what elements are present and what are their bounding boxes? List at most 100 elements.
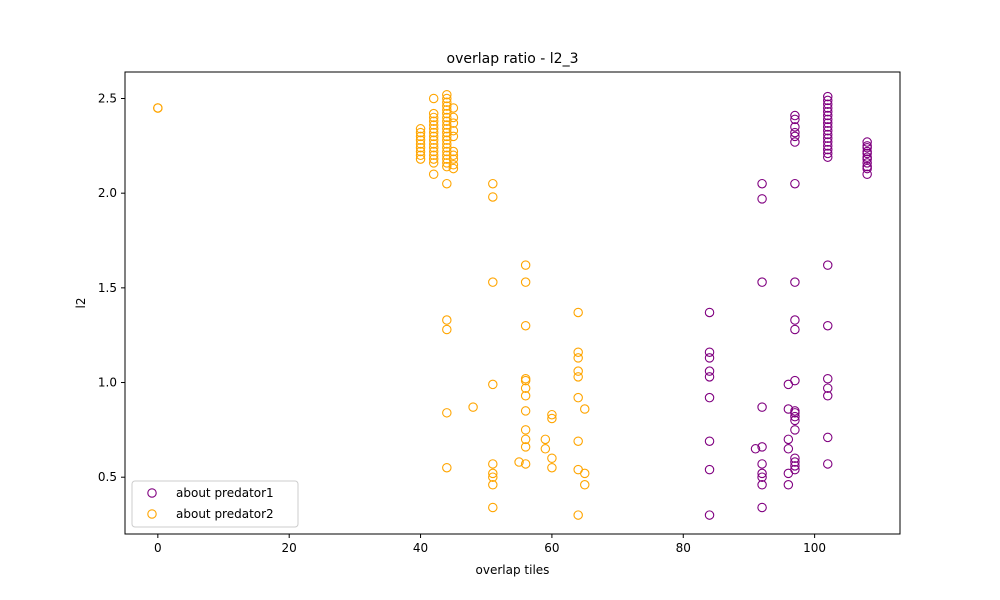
data-point: [790, 425, 800, 435]
data-point: [790, 315, 800, 325]
data-point: [442, 105, 452, 115]
data-point: [428, 93, 439, 104]
x-tick-label: 40: [413, 541, 428, 555]
data-point: [822, 152, 833, 162]
data-point: [822, 148, 833, 159]
x-axis-ticks: 0 20 40 60 80 100: [154, 534, 826, 555]
data-point: [757, 480, 767, 490]
data-point: [790, 122, 800, 132]
data-point: [442, 120, 452, 130]
data-point: [415, 154, 426, 164]
data-point: [547, 413, 557, 424]
data-point: [783, 434, 794, 445]
data-point: [488, 480, 498, 490]
data-point: [757, 442, 767, 452]
data-point: [790, 375, 800, 386]
data-point: [757, 277, 767, 287]
data-point: [520, 442, 531, 452]
data-point: [448, 131, 459, 142]
data-points: [153, 89, 872, 520]
data-point: [757, 472, 767, 482]
y-tick-label: 1.5: [98, 281, 117, 295]
data-point: [822, 103, 833, 113]
plot-frame: [124, 71, 901, 535]
data-point: [790, 461, 800, 471]
data-point: [520, 383, 531, 393]
data-point: [822, 320, 833, 331]
data-point: [520, 406, 531, 416]
data-point: [704, 436, 715, 446]
data-point: [757, 178, 767, 189]
data-point: [573, 436, 583, 446]
data-point: [862, 158, 872, 168]
data-point: [790, 408, 800, 418]
data-point: [428, 146, 439, 157]
data-point: [822, 129, 833, 140]
data-point: [822, 122, 833, 132]
data-point: [468, 402, 478, 412]
chart-legend: about predator1 about predator2: [131, 480, 299, 528]
data-point: [822, 141, 833, 151]
data-point: [790, 127, 800, 138]
data-point: [540, 434, 551, 445]
data-point: [442, 462, 452, 473]
y-tick-label: 2.5: [98, 92, 117, 106]
data-point: [442, 89, 452, 100]
data-point: [415, 146, 426, 157]
data-point: [822, 118, 833, 128]
data-point: [520, 425, 531, 435]
data-point: [428, 108, 439, 119]
data-point: [790, 178, 800, 189]
data-point: [573, 372, 583, 382]
chart-title: overlap ratio - l2_3: [447, 51, 579, 67]
data-point: [862, 142, 872, 153]
legend-label: about predator2: [176, 507, 274, 521]
data-point: [488, 192, 498, 202]
x-tick-label: 20: [282, 541, 297, 555]
data-point: [822, 95, 833, 106]
data-point: [415, 135, 426, 145]
data-point: [415, 127, 426, 138]
data-point: [704, 366, 715, 376]
data-point: [520, 260, 531, 270]
data-point: [573, 510, 583, 520]
data-point: [822, 137, 833, 147]
data-point: [822, 107, 833, 117]
x-tick-label: 60: [544, 541, 559, 555]
data-point: [790, 415, 800, 426]
data-point: [822, 99, 833, 109]
data-point: [540, 444, 551, 454]
data-point: [448, 112, 459, 123]
data-point: [757, 459, 767, 469]
data-point: [704, 353, 715, 363]
data-point: [442, 112, 452, 123]
data-point: [488, 459, 498, 469]
data-point: [428, 116, 439, 126]
legend-box: [131, 480, 299, 528]
data-point: [428, 112, 439, 123]
data-point: [520, 277, 531, 287]
data-point: [428, 142, 439, 153]
data-point: [442, 97, 452, 108]
data-point: [704, 372, 715, 382]
y-tick-label: 0.5: [98, 470, 117, 484]
data-point: [822, 432, 833, 443]
data-point: [573, 307, 583, 318]
data-point: [573, 353, 583, 363]
data-point: [547, 462, 557, 473]
data-point: [862, 154, 872, 164]
data-point: [448, 154, 459, 164]
data-point: [415, 142, 426, 153]
data-point: [783, 444, 794, 454]
data-point: [790, 411, 800, 422]
data-point: [790, 114, 800, 125]
data-point: [822, 459, 833, 469]
data-point: [448, 125, 459, 136]
data-point: [862, 163, 872, 174]
data-point: [822, 383, 833, 393]
data-point: [757, 194, 767, 204]
data-point: [822, 373, 833, 384]
x-tick-label: 100: [803, 541, 826, 555]
data-point: [488, 472, 498, 482]
data-point: [520, 459, 531, 469]
